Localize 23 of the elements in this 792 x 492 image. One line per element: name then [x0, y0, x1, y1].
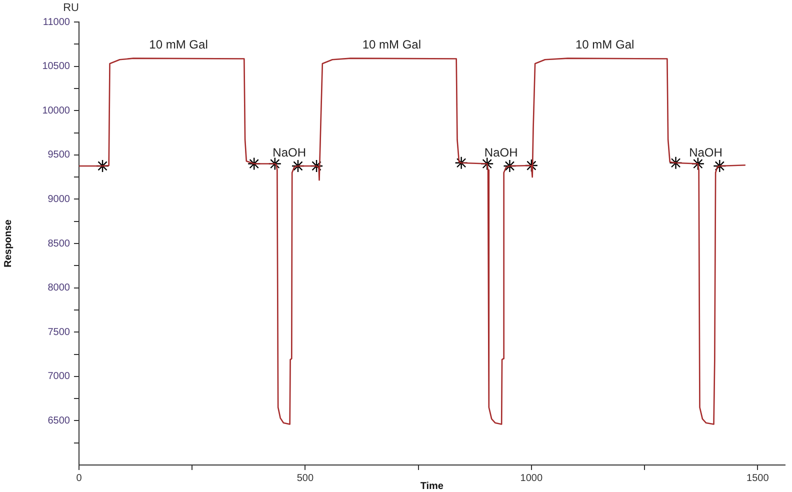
y-tick-label: 7000: [48, 371, 70, 382]
y-tick-label: 9000: [48, 194, 70, 205]
x-tick-label: 1500: [746, 472, 770, 484]
y-tick-label: 10500: [42, 61, 70, 72]
y-tick-label: 11000: [42, 16, 70, 28]
y-tick-label: 6500: [48, 415, 70, 426]
y-tick-label: 8500: [48, 238, 70, 250]
x-tick-label: 500: [296, 472, 314, 484]
text: RU: [63, 2, 79, 14]
annotation: NaOH: [484, 145, 518, 160]
y-tick-label: 8000: [48, 282, 70, 294]
y-tick-label: 7500: [48, 326, 70, 338]
annotation: NaOH: [272, 145, 306, 160]
x-tick-label: 0: [76, 472, 82, 484]
y-axis-title: Response: [2, 219, 14, 268]
y-tick-label: 10000: [42, 105, 70, 116]
x-axis-title: Time: [420, 480, 444, 492]
y-tick-label: 9500: [48, 150, 70, 161]
annotation: NaOH: [689, 145, 722, 160]
annotation: 10 mM Gal: [575, 37, 634, 52]
annotation: 10 mM Gal: [149, 37, 208, 52]
x-tick-label: 1000: [520, 472, 543, 484]
annotation: 10 mM Gal: [362, 37, 422, 52]
